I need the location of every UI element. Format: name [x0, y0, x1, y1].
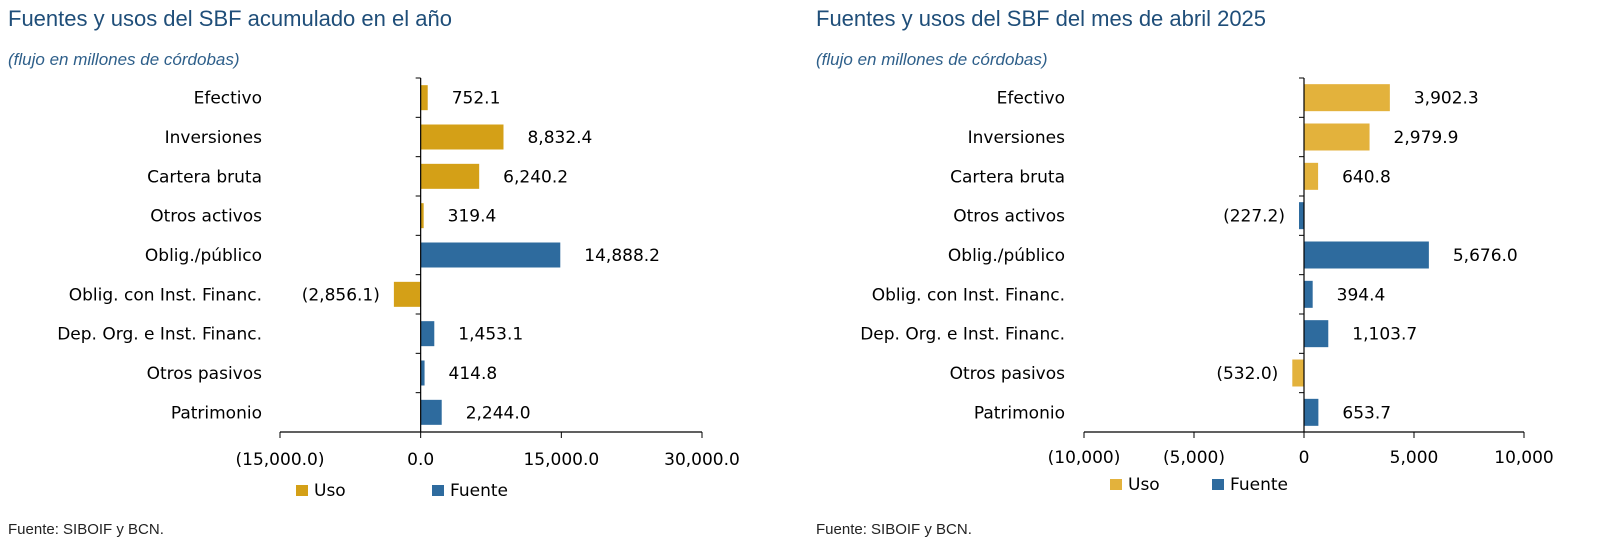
- legend-swatch-uso: [296, 485, 308, 496]
- data-label: 1,103.7: [1352, 325, 1417, 345]
- bar-fuente: [1304, 280, 1313, 308]
- category-label: Cartera bruta: [147, 167, 262, 187]
- chart-panel-accumulated: Fuentes y usos del SBF acumulado en el a…: [8, 6, 740, 538]
- data-label: (2,856.1): [302, 285, 380, 305]
- category-label: Cartera bruta: [950, 167, 1065, 187]
- chart-subtitle: (flujo en millones de córdobas): [8, 50, 240, 69]
- bar-chart-april: Efectivo 3,902.3 Inversiones 2,979.9 Cartera…: [860, 77, 1554, 495]
- legend-swatch-fuente: [432, 485, 444, 496]
- legend-label: Fuente: [450, 481, 508, 501]
- bar-uso: [420, 163, 480, 189]
- data-label: (227.2): [1223, 207, 1285, 227]
- bar-fuente: [420, 242, 561, 268]
- category-label: Otros activos: [953, 207, 1065, 227]
- x-tick-label: 0: [1299, 448, 1310, 468]
- data-label: 2,979.9: [1394, 128, 1459, 148]
- source-note: Fuente: SIBOIF y BCN.: [8, 521, 164, 538]
- bar-uso: [1304, 84, 1390, 112]
- data-label: 5,676.0: [1453, 246, 1518, 266]
- chart-title: Fuentes y usos del SBF acumulado en el a…: [8, 6, 452, 31]
- data-label: 752.1: [452, 89, 501, 109]
- data-label: 653.7: [1342, 403, 1391, 423]
- data-label: 14,888.2: [584, 246, 660, 266]
- bar-fuente: [1304, 320, 1329, 348]
- category-label: Inversiones: [968, 128, 1066, 148]
- category-label: Dep. Org. e Inst. Financ.: [57, 325, 262, 345]
- category-label: Oblig. con Inst. Financ.: [69, 285, 262, 305]
- bar-uso: [1304, 123, 1370, 151]
- data-label: 414.8: [449, 364, 498, 384]
- chart-title: Fuentes y usos del SBF del mes de abril …: [816, 6, 1267, 31]
- chart-panel-april: Fuentes y usos del SBF del mes de abril …: [808, 0, 1600, 557]
- category-label: Efectivo: [194, 89, 262, 109]
- bar-fuente: [1304, 241, 1429, 269]
- source-note: Fuente: SIBOIF y BCN.: [816, 521, 972, 538]
- bar-fuente: [1299, 202, 1304, 230]
- category-label: Otros pasivos: [147, 364, 263, 384]
- bar-fuente: [420, 321, 435, 347]
- x-tick-label: 15,000.0: [523, 450, 599, 470]
- bar-uso: [420, 203, 424, 229]
- category-label: Efectivo: [997, 89, 1065, 109]
- data-label: (532.0): [1216, 364, 1278, 384]
- category-label: Patrimonio: [974, 403, 1065, 423]
- data-label: 2,244.0: [466, 403, 531, 423]
- legend-swatch-fuente: [1212, 479, 1224, 490]
- category-label: Oblig. con Inst. Financ.: [872, 285, 1065, 305]
- bar-fuente: [1304, 398, 1319, 426]
- category-label: Otros pasivos: [950, 364, 1066, 384]
- x-tick-label: 10,000: [1494, 448, 1553, 468]
- bar-uso: [420, 85, 428, 111]
- bar-uso: [420, 124, 504, 150]
- bar-fuente: [420, 360, 425, 386]
- x-tick-label: 30,000.0: [664, 450, 740, 470]
- category-label: Otros activos: [150, 207, 262, 227]
- data-label: 3,902.3: [1414, 89, 1479, 109]
- category-label: Oblig./público: [145, 246, 262, 266]
- category-label: Inversiones: [165, 128, 263, 148]
- legend-label: Uso: [1128, 475, 1160, 495]
- data-label: 6,240.2: [503, 167, 568, 187]
- bar-uso: [1304, 162, 1319, 190]
- bar-fuente: [420, 399, 442, 425]
- data-label: 394.4: [1337, 285, 1386, 305]
- x-tick-label: 0.0: [407, 450, 434, 470]
- category-label: Patrimonio: [171, 403, 262, 423]
- data-label: 1,453.1: [458, 325, 523, 345]
- legend-label: Uso: [314, 481, 346, 501]
- x-tick-label: (10,000): [1048, 448, 1121, 468]
- legend-label: Fuente: [1230, 475, 1288, 495]
- bar-chart-accumulated: Efectivo 752.1 Inversiones 8,832.4 Cartera b…: [57, 77, 740, 501]
- x-tick-label: 5,000: [1390, 448, 1439, 468]
- data-label: 319.4: [448, 207, 497, 227]
- category-label: Dep. Org. e Inst. Financ.: [860, 325, 1065, 345]
- bar-uso: [1292, 359, 1304, 387]
- bar-uso: [393, 281, 421, 307]
- x-tick-label: (15,000.0): [236, 450, 325, 470]
- data-label: 640.8: [1342, 167, 1391, 187]
- x-tick-label: (5,000): [1163, 448, 1225, 468]
- category-label: Oblig./público: [948, 246, 1065, 266]
- data-label: 8,832.4: [527, 128, 592, 148]
- chart-subtitle: (flujo en millones de córdobas): [816, 50, 1048, 69]
- legend-swatch-uso: [1110, 479, 1122, 490]
